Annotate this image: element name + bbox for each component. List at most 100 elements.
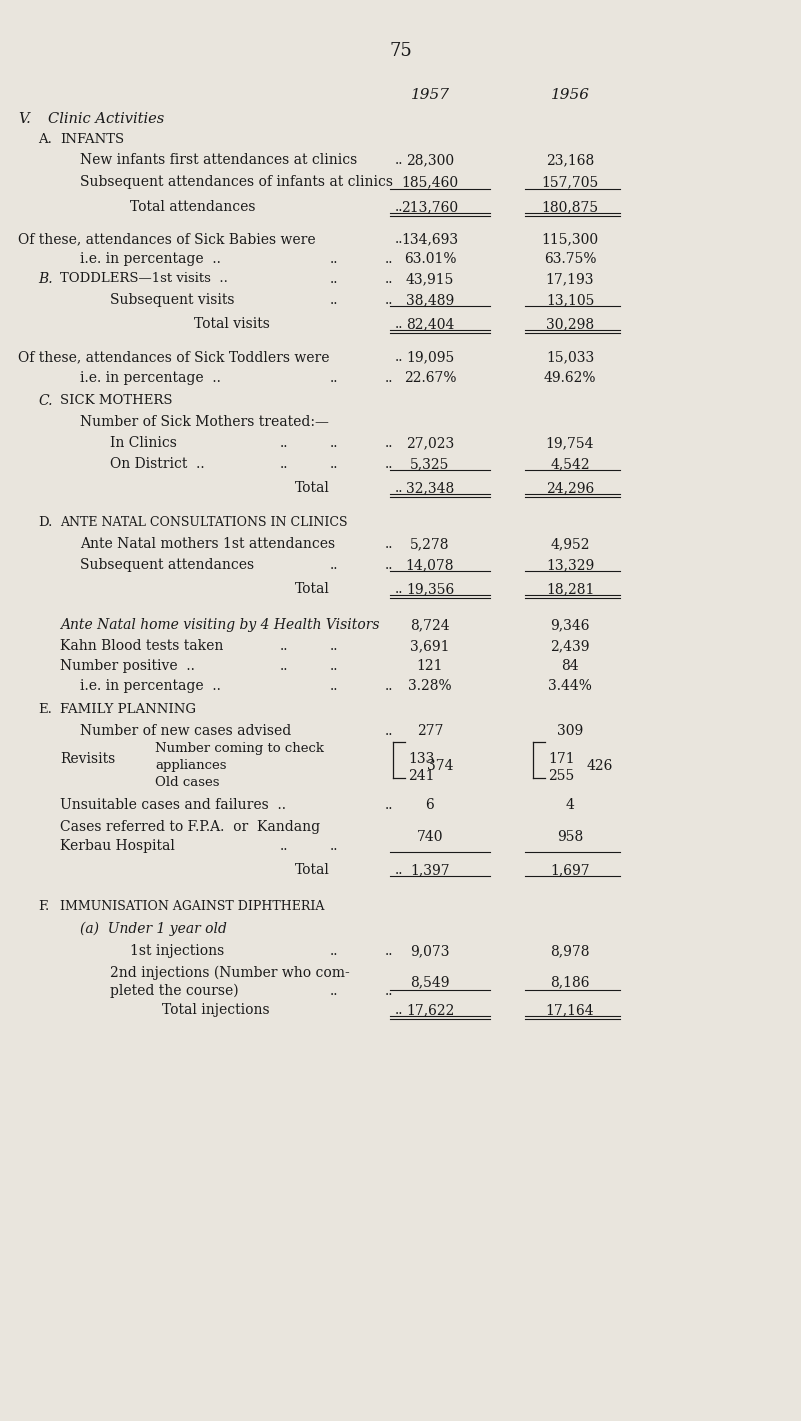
Text: Ante Natal home visiting by 4 Health Visitors: Ante Natal home visiting by 4 Health Vis…: [60, 618, 380, 632]
Text: 1956: 1956: [550, 88, 590, 102]
Text: ..: ..: [330, 558, 339, 573]
Text: Cases referred to F.P.A.  or  Kandang: Cases referred to F.P.A. or Kandang: [60, 820, 320, 834]
Text: ..: ..: [330, 944, 339, 958]
Text: pleted the course): pleted the course): [110, 983, 239, 999]
Text: ..: ..: [330, 838, 339, 853]
Text: ..: ..: [385, 679, 393, 693]
Text: Number coming to check: Number coming to check: [155, 742, 324, 755]
Text: ..: ..: [280, 659, 288, 674]
Text: 5,278: 5,278: [410, 537, 449, 551]
Text: appliances: appliances: [155, 759, 227, 772]
Text: Total: Total: [295, 480, 330, 495]
Text: ..: ..: [330, 679, 339, 693]
Text: 84: 84: [562, 659, 579, 674]
Text: 121: 121: [417, 659, 443, 674]
Text: 180,875: 180,875: [541, 200, 598, 215]
Text: i.e. in percentage  ..: i.e. in percentage ..: [80, 252, 221, 266]
Text: ..: ..: [395, 583, 404, 595]
Text: Total: Total: [295, 863, 330, 877]
Text: 2,439: 2,439: [550, 639, 590, 654]
Text: ..: ..: [395, 1003, 404, 1017]
Text: 1st injections: 1st injections: [130, 944, 224, 958]
Text: 213,760: 213,760: [401, 200, 458, 215]
Text: F.: F.: [38, 899, 49, 914]
Text: ..: ..: [385, 725, 393, 737]
Text: 3.44%: 3.44%: [548, 679, 592, 693]
Text: Of these, attendances of Sick Toddlers were: Of these, attendances of Sick Toddlers w…: [18, 350, 329, 364]
Text: Subsequent attendances: Subsequent attendances: [80, 558, 254, 573]
Text: ..: ..: [385, 458, 393, 470]
Text: ..: ..: [395, 317, 404, 331]
Text: 24,296: 24,296: [545, 480, 594, 495]
Text: 3.28%: 3.28%: [409, 679, 452, 693]
Text: ..: ..: [395, 350, 404, 364]
Text: 63.01%: 63.01%: [404, 252, 457, 266]
Text: 171: 171: [548, 752, 574, 766]
Text: ..: ..: [385, 436, 393, 450]
Text: V.: V.: [18, 112, 30, 126]
Text: ..: ..: [385, 558, 393, 573]
Text: ..: ..: [330, 271, 339, 286]
Text: 75: 75: [389, 43, 413, 60]
Text: 255: 255: [548, 769, 574, 783]
Text: 27,023: 27,023: [406, 436, 454, 450]
Text: 8,549: 8,549: [410, 975, 449, 989]
Text: Clinic Activities: Clinic Activities: [48, 112, 164, 126]
Text: SICK MOTHERS: SICK MOTHERS: [60, 394, 172, 406]
Text: 309: 309: [557, 725, 583, 737]
Text: Revisits: Revisits: [60, 752, 115, 766]
Text: 9,346: 9,346: [550, 618, 590, 632]
Text: 4,952: 4,952: [550, 537, 590, 551]
Text: 49.62%: 49.62%: [544, 371, 596, 385]
Text: ..: ..: [395, 153, 404, 168]
Text: 3,691: 3,691: [410, 639, 449, 654]
Text: ..: ..: [280, 639, 288, 654]
Text: D.: D.: [38, 516, 52, 529]
Text: 63.75%: 63.75%: [544, 252, 596, 266]
Text: 185,460: 185,460: [401, 175, 458, 189]
Text: Subsequent visits: Subsequent visits: [110, 293, 235, 307]
Text: 8,724: 8,724: [410, 618, 450, 632]
Text: On District  ..: On District ..: [110, 458, 204, 470]
Text: ..: ..: [330, 436, 339, 450]
Text: 1,397: 1,397: [410, 863, 450, 877]
Text: C.: C.: [38, 394, 53, 408]
Text: 4: 4: [566, 799, 574, 811]
Text: 6: 6: [425, 799, 434, 811]
Text: ..: ..: [385, 537, 393, 551]
Text: ..: ..: [280, 838, 288, 853]
Text: Ante Natal mothers 1st attendances: Ante Natal mothers 1st attendances: [80, 537, 335, 551]
Text: ..: ..: [385, 271, 393, 286]
Text: ..: ..: [385, 983, 393, 998]
Text: i.e. in percentage  ..: i.e. in percentage ..: [80, 371, 221, 385]
Text: 2nd injections (Number who com-: 2nd injections (Number who com-: [110, 966, 350, 980]
Text: 15,033: 15,033: [545, 350, 594, 364]
Text: 740: 740: [417, 830, 443, 844]
Text: 19,356: 19,356: [406, 583, 454, 595]
Text: 13,329: 13,329: [545, 558, 594, 573]
Text: 13,105: 13,105: [545, 293, 594, 307]
Text: ..: ..: [385, 293, 393, 307]
Text: Kerbau Hospital: Kerbau Hospital: [60, 838, 175, 853]
Text: 38,489: 38,489: [406, 293, 454, 307]
Text: FAMILY PLANNING: FAMILY PLANNING: [60, 703, 196, 716]
Text: Old cases: Old cases: [155, 776, 219, 789]
Text: ..: ..: [330, 252, 339, 266]
Text: 22.67%: 22.67%: [404, 371, 457, 385]
Text: 133: 133: [408, 752, 434, 766]
Text: 18,281: 18,281: [545, 583, 594, 595]
Text: ..: ..: [330, 458, 339, 470]
Text: 30,298: 30,298: [546, 317, 594, 331]
Text: 43,915: 43,915: [406, 271, 454, 286]
Text: ..: ..: [280, 436, 288, 450]
Text: ..: ..: [395, 863, 404, 877]
Text: 134,693: 134,693: [401, 232, 458, 246]
Text: 19,754: 19,754: [545, 436, 594, 450]
Text: ..: ..: [395, 480, 404, 495]
Text: Unsuitable cases and failures  ..: Unsuitable cases and failures ..: [60, 799, 286, 811]
Text: 115,300: 115,300: [541, 232, 598, 246]
Text: 82,404: 82,404: [406, 317, 454, 331]
Text: Number of Sick Mothers treated:—: Number of Sick Mothers treated:—: [80, 415, 329, 429]
Text: INFANTS: INFANTS: [60, 134, 124, 146]
Text: Total attendances: Total attendances: [130, 200, 255, 215]
